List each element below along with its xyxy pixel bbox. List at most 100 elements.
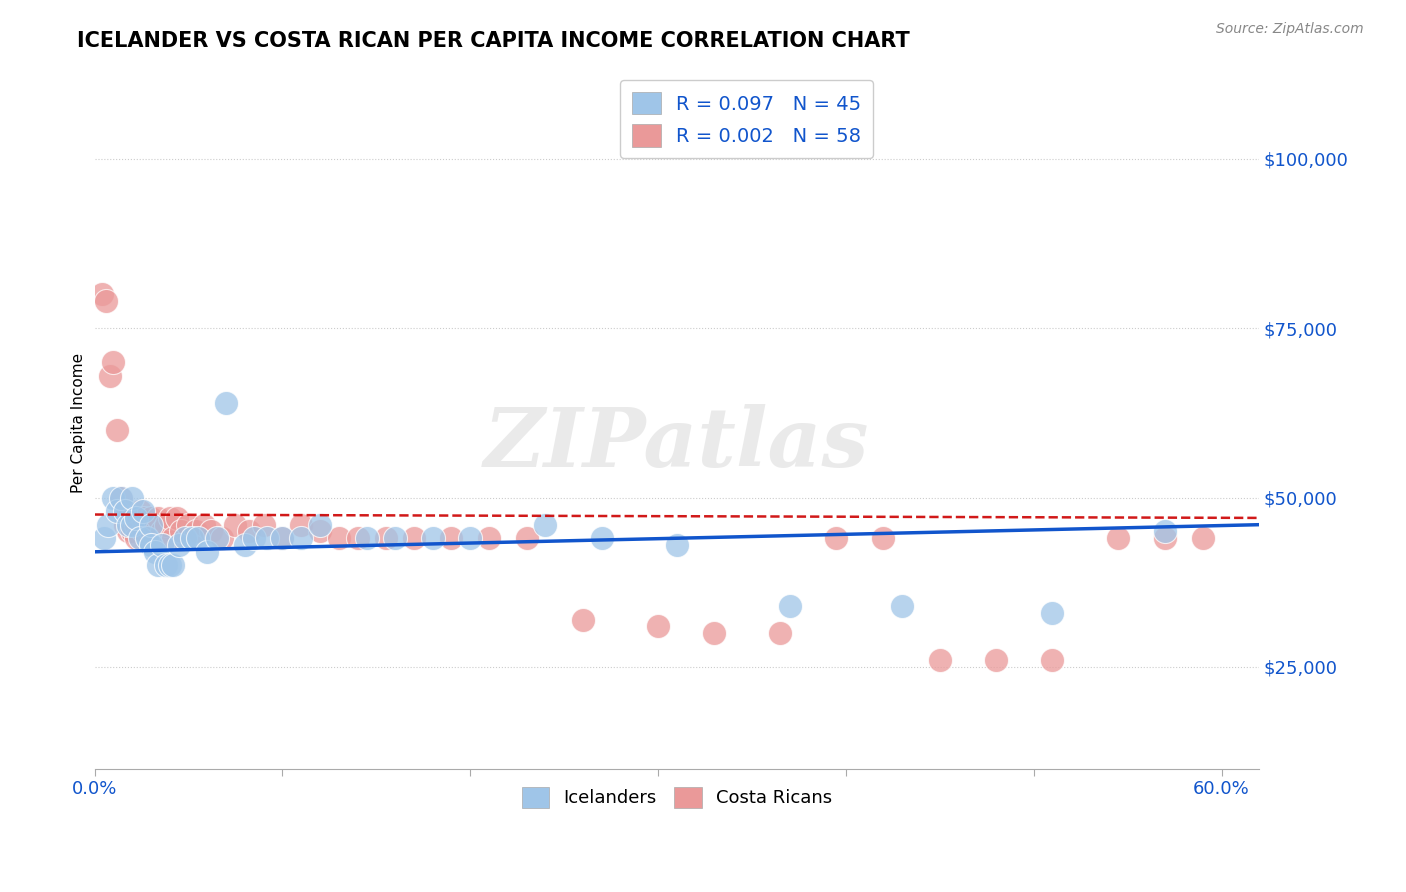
Point (121, 524, 143, 539)
Point (128, 531, 150, 545)
Point (139, 538, 162, 552)
Point (1107, 531, 1129, 545)
Point (328, 531, 350, 545)
Point (440, 531, 463, 545)
Point (374, 531, 396, 545)
Point (155, 517, 177, 532)
Point (872, 531, 894, 545)
Point (114, 504, 136, 518)
Point (211, 531, 233, 545)
Point (162, 531, 184, 545)
Point (402, 531, 425, 545)
Point (94, 294, 117, 309)
Point (233, 538, 256, 552)
Point (384, 531, 406, 545)
Point (181, 531, 204, 545)
Point (238, 524, 260, 539)
Point (1191, 531, 1213, 545)
Point (356, 531, 378, 545)
Point (984, 653, 1007, 667)
Point (139, 511, 162, 525)
Point (309, 524, 332, 539)
Point (1154, 531, 1177, 545)
Point (195, 545, 218, 559)
Point (769, 626, 792, 640)
Point (591, 531, 613, 545)
Point (114, 517, 136, 532)
Point (187, 531, 209, 545)
Point (98, 368, 121, 383)
Point (703, 626, 725, 640)
Text: ICELANDER VS COSTA RICAN PER CAPITA INCOME CORRELATION CHART: ICELANDER VS COSTA RICAN PER CAPITA INCO… (77, 31, 910, 51)
Point (184, 524, 207, 539)
Point (114, 504, 136, 518)
Point (458, 531, 481, 545)
Point (309, 517, 332, 532)
Point (928, 653, 950, 667)
Point (647, 619, 669, 633)
Point (121, 517, 143, 532)
Point (200, 524, 222, 539)
Point (177, 517, 200, 532)
Point (117, 524, 139, 539)
Point (136, 531, 159, 545)
Point (155, 558, 177, 573)
Legend: Icelanders, Costa Ricans: Icelanders, Costa Ricans (515, 780, 839, 815)
Point (205, 531, 228, 545)
Point (665, 538, 688, 552)
Point (93, 531, 115, 545)
Point (166, 511, 188, 525)
Point (125, 511, 148, 525)
Point (256, 531, 278, 545)
Point (891, 599, 914, 613)
Point (224, 517, 246, 532)
Point (117, 517, 139, 532)
Point (346, 531, 368, 545)
Point (128, 504, 150, 518)
Point (572, 613, 595, 627)
Point (1042, 653, 1064, 667)
Point (103, 355, 125, 369)
Point (1042, 606, 1064, 620)
Point (105, 504, 128, 518)
Point (125, 531, 148, 545)
Text: Source: ZipAtlas.com: Source: ZipAtlas.com (1216, 22, 1364, 37)
Point (825, 531, 848, 545)
Point (290, 531, 312, 545)
Point (125, 517, 148, 532)
Point (117, 511, 139, 525)
Point (167, 538, 190, 552)
Point (148, 511, 170, 525)
Point (422, 531, 444, 545)
Point (243, 531, 266, 545)
Point (136, 517, 159, 532)
Point (516, 531, 538, 545)
Point (159, 558, 181, 573)
Text: ZIPatlas: ZIPatlas (484, 404, 869, 483)
Point (271, 531, 294, 545)
Point (110, 491, 132, 505)
Point (271, 531, 294, 545)
Point (105, 423, 128, 437)
Point (534, 517, 557, 532)
Point (132, 511, 155, 525)
Point (91, 287, 114, 301)
Point (779, 599, 801, 613)
Point (478, 531, 501, 545)
Point (143, 545, 166, 559)
Point (173, 531, 195, 545)
Point (215, 395, 238, 409)
Point (143, 517, 166, 532)
Point (132, 504, 155, 518)
Point (290, 517, 312, 532)
Point (110, 491, 132, 505)
Point (121, 511, 143, 525)
Point (139, 524, 162, 539)
Point (139, 517, 162, 532)
Point (150, 524, 173, 539)
Point (103, 491, 125, 505)
Point (121, 491, 143, 505)
Point (162, 558, 184, 573)
Point (193, 517, 215, 532)
Point (170, 524, 193, 539)
